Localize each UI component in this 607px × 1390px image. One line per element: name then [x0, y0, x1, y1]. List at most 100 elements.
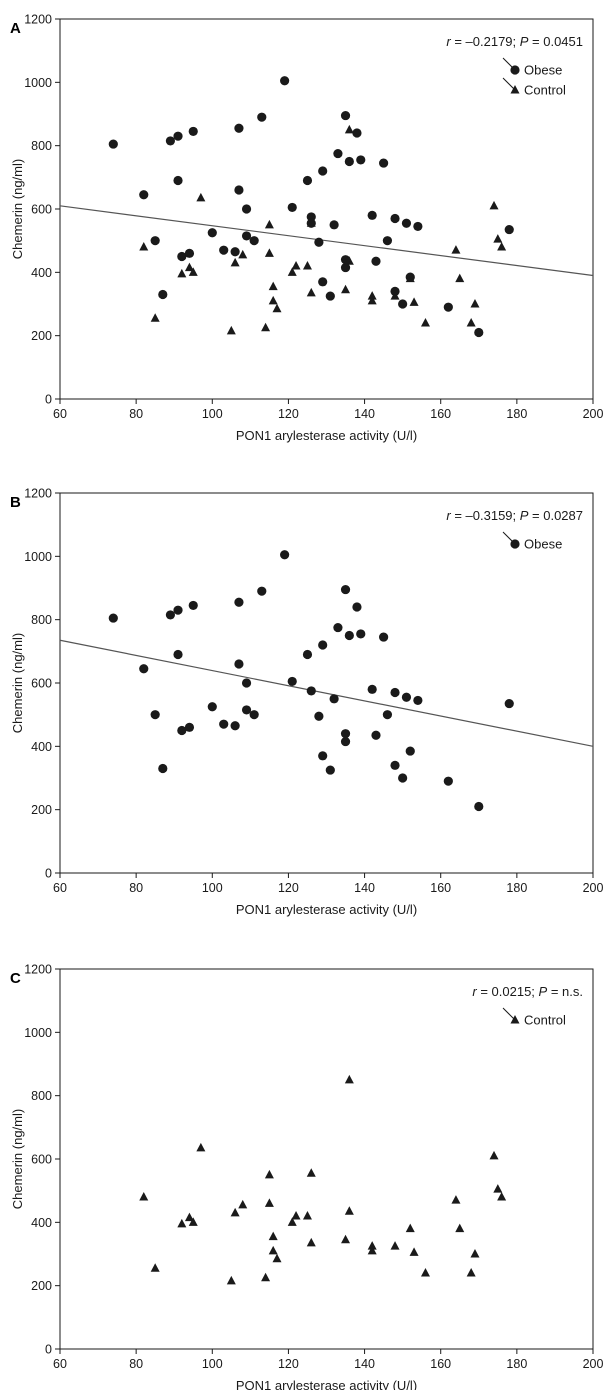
data-point-control: [306, 1237, 316, 1247]
data-point-control: [497, 242, 507, 251]
data-point-obese: [280, 76, 290, 86]
data-point-control: [455, 1223, 465, 1233]
data-point-control: [420, 1268, 430, 1277]
y-tick-label: 1000: [24, 550, 52, 564]
plot-frame: [59, 18, 594, 400]
data-point-obese: [474, 327, 484, 338]
data-point-control: [306, 1168, 316, 1177]
y-tick-label: 0: [45, 1343, 52, 1357]
y-axis-label: Chemerin (ng/ml): [10, 633, 25, 733]
panel-label: C: [10, 970, 21, 987]
data-point-control: [493, 1184, 503, 1193]
data-point-obese: [318, 277, 328, 287]
x-axis-label: PON1 arylesterase activity (U/l): [236, 902, 417, 917]
data-point-obese: [108, 613, 118, 623]
data-point-obese: [352, 602, 362, 612]
data-point-obese: [306, 212, 316, 222]
data-point-control: [261, 1272, 271, 1282]
chart-panel-b: B 60 80 100 120 140 160 180 200 0 200 400 600 800 1000…: [10, 487, 603, 918]
data-point-obese: [173, 175, 183, 186]
data-point-control: [291, 1211, 301, 1220]
data-point-obese: [405, 746, 415, 756]
data-point-obese: [443, 776, 453, 786]
data-point-obese: [234, 123, 244, 133]
data-point-control: [261, 322, 271, 332]
data-point-obese: [340, 729, 351, 739]
data-point-control: [367, 1241, 377, 1250]
data-point-obese: [302, 649, 313, 660]
x-tick-label: 60: [53, 407, 67, 421]
data-point-obese: [318, 166, 328, 176]
data-point-control: [226, 325, 236, 335]
data-point-obese: [165, 610, 176, 620]
data-point-obese: [219, 719, 229, 729]
data-point-control: [230, 1207, 240, 1217]
x-axis-label: PON1 arylesterase activity (U/l): [236, 428, 417, 443]
y-tick-label: 1200: [24, 487, 52, 501]
data-point-control: [268, 295, 278, 305]
y-tick-label: 0: [45, 393, 52, 407]
data-point-obese: [287, 676, 297, 687]
data-point-obese: [333, 148, 343, 159]
data-point-obese: [371, 256, 381, 266]
data-point-control: [264, 248, 274, 257]
correlation-annotation: r = –0.2179; P = 0.0451: [446, 34, 583, 49]
legend-leader-line: [502, 77, 516, 91]
data-point-obese: [219, 245, 229, 255]
data-point-control: [230, 257, 240, 267]
data-point-control: [497, 1192, 507, 1201]
data-point-control: [184, 1212, 194, 1222]
data-point-obese: [173, 131, 183, 141]
data-point-obese: [398, 299, 408, 309]
data-point-obese: [390, 213, 400, 224]
data-point-obese: [413, 221, 423, 232]
data-point-control: [188, 267, 198, 276]
data-point-control: [287, 1217, 297, 1226]
data-point-control: [291, 261, 301, 270]
data-point-control: [287, 267, 297, 276]
data-point-obese: [504, 698, 514, 709]
x-tick-label: 60: [53, 1357, 67, 1371]
legend-marker-obese: [510, 539, 520, 549]
data-point-control: [451, 1195, 461, 1204]
data-point-control: [184, 262, 194, 272]
data-point-obese: [241, 705, 252, 715]
data-point-control: [150, 1263, 160, 1272]
data-point-obese: [340, 736, 351, 747]
x-tick-label: 160: [430, 881, 451, 895]
data-point-obese: [367, 210, 377, 220]
data-point-control: [344, 1206, 354, 1215]
data-point-obese: [177, 251, 187, 262]
plot-frame: [59, 968, 594, 1350]
data-point-obese: [241, 204, 252, 214]
data-point-obese: [158, 763, 168, 774]
legend-leader-line: [502, 1007, 516, 1021]
data-point-control: [302, 261, 312, 270]
data-point-obese: [352, 128, 362, 138]
data-point-control: [489, 1150, 499, 1160]
x-axis-label: PON1 arylesterase activity (U/l): [236, 1378, 417, 1390]
data-point-control: [489, 200, 499, 210]
data-point-obese: [150, 710, 160, 720]
data-point-obese: [329, 694, 339, 704]
data-point-obese: [234, 659, 244, 669]
x-tick-label: 180: [506, 881, 527, 895]
y-tick-label: 1200: [24, 13, 52, 27]
x-tick-label: 100: [202, 407, 223, 421]
data-point-control: [341, 1234, 351, 1244]
data-point-obese: [302, 175, 313, 186]
data-point-obese: [333, 622, 343, 633]
data-point-control: [264, 219, 274, 229]
data-point-obese: [306, 686, 316, 696]
x-tick-label: 100: [202, 1357, 223, 1371]
y-tick-label: 400: [31, 740, 52, 754]
data-point-obese: [241, 231, 252, 241]
data-point-obese: [329, 220, 339, 230]
x-tick-label: 120: [278, 407, 299, 421]
y-tick-label: 200: [31, 1279, 52, 1293]
x-tick-label: 140: [354, 881, 375, 895]
x-tick-label: 100: [202, 881, 223, 895]
x-tick-label: 80: [129, 407, 143, 421]
data-point-obese: [390, 687, 400, 698]
